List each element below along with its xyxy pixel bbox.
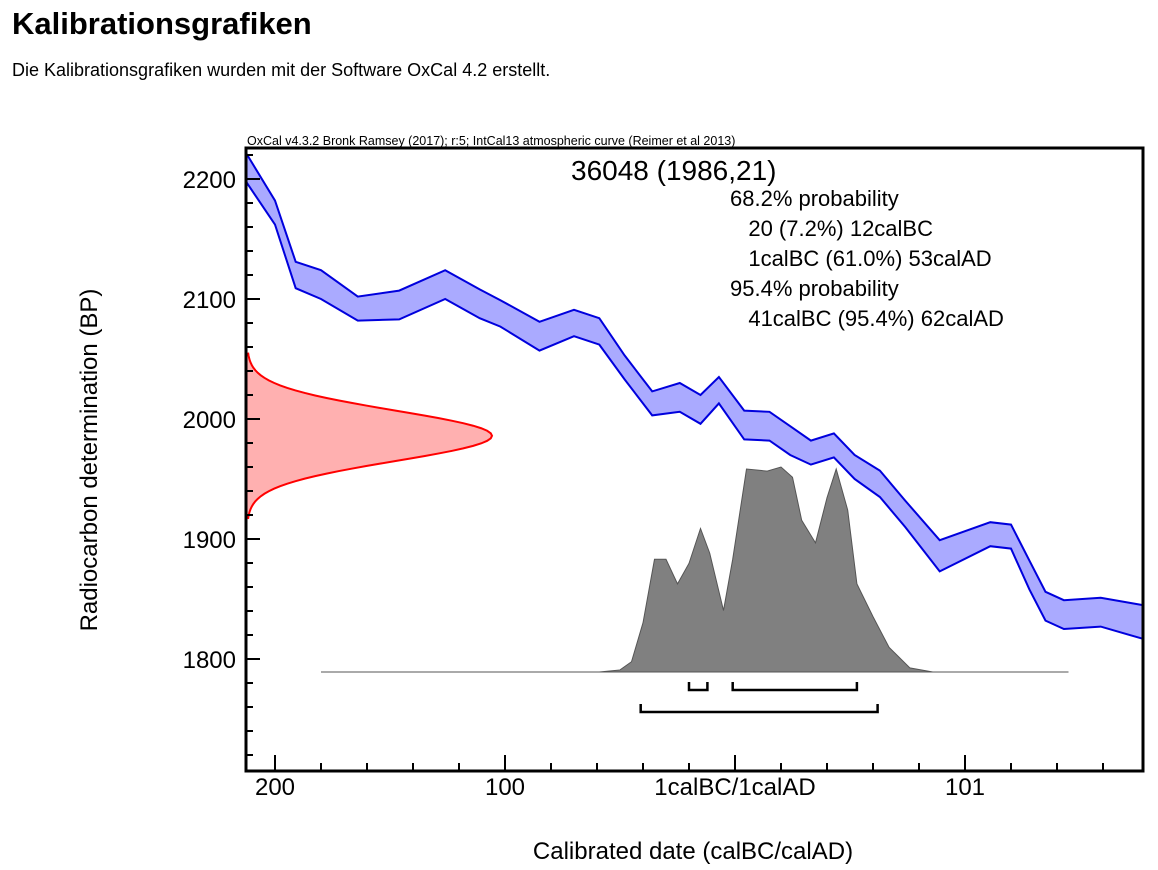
- x-tick-label: 101: [945, 774, 985, 801]
- y-tick-label: 2100: [183, 287, 236, 314]
- range-68-bracket: [731, 682, 859, 692]
- measurement-distribution-fill: [247, 352, 492, 519]
- x-tick-label: 200: [255, 774, 295, 801]
- plot-area: [246, 150, 1143, 714]
- probability-annotation: 95.4% probability: [730, 276, 899, 301]
- page-subtitle: Die Kalibrationsgrafiken wurden mit der …: [12, 60, 551, 80]
- y-tick-label: 2200: [183, 167, 236, 194]
- probability-annotation: 20 (7.2%) 12calBC: [730, 216, 933, 241]
- x-axis-label: Calibrated date (calBC/calAD): [533, 838, 853, 865]
- calibration-curve-upper: [246, 150, 1143, 606]
- probability-annotation: 41calBC (95.4%) 62calAD: [730, 306, 1004, 331]
- x-tick-label: 1calBC/1calAD: [654, 774, 815, 801]
- chart-credit: OxCal v4.3.2 Bronk Ramsey (2017); r:5; I…: [247, 134, 735, 148]
- posterior-distribution: [321, 466, 1069, 673]
- chart-title: 36048 (1986,21): [571, 155, 777, 186]
- range-68-bracket: [687, 682, 709, 692]
- y-tick-label: 1800: [183, 647, 236, 674]
- y-axis-label: Radiocarbon determination (BP): [76, 289, 103, 632]
- probability-annotation: 68.2% probability: [730, 186, 899, 211]
- y-tick-label: 2000: [183, 407, 236, 434]
- plot-frame: [244, 146, 1145, 773]
- x-tick-label: 100: [485, 774, 525, 801]
- page-title: Kalibrationsgrafiken: [12, 6, 312, 41]
- probability-annotation: 1calBC (61.0%) 53calAD: [730, 246, 992, 271]
- calibration-curve-band: [246, 152, 1143, 639]
- calibration-curve-lower: [246, 179, 1143, 640]
- y-tick-label: 1900: [183, 527, 236, 554]
- range-95-bracket: [639, 704, 879, 714]
- measurement-distribution-line: [247, 352, 494, 520]
